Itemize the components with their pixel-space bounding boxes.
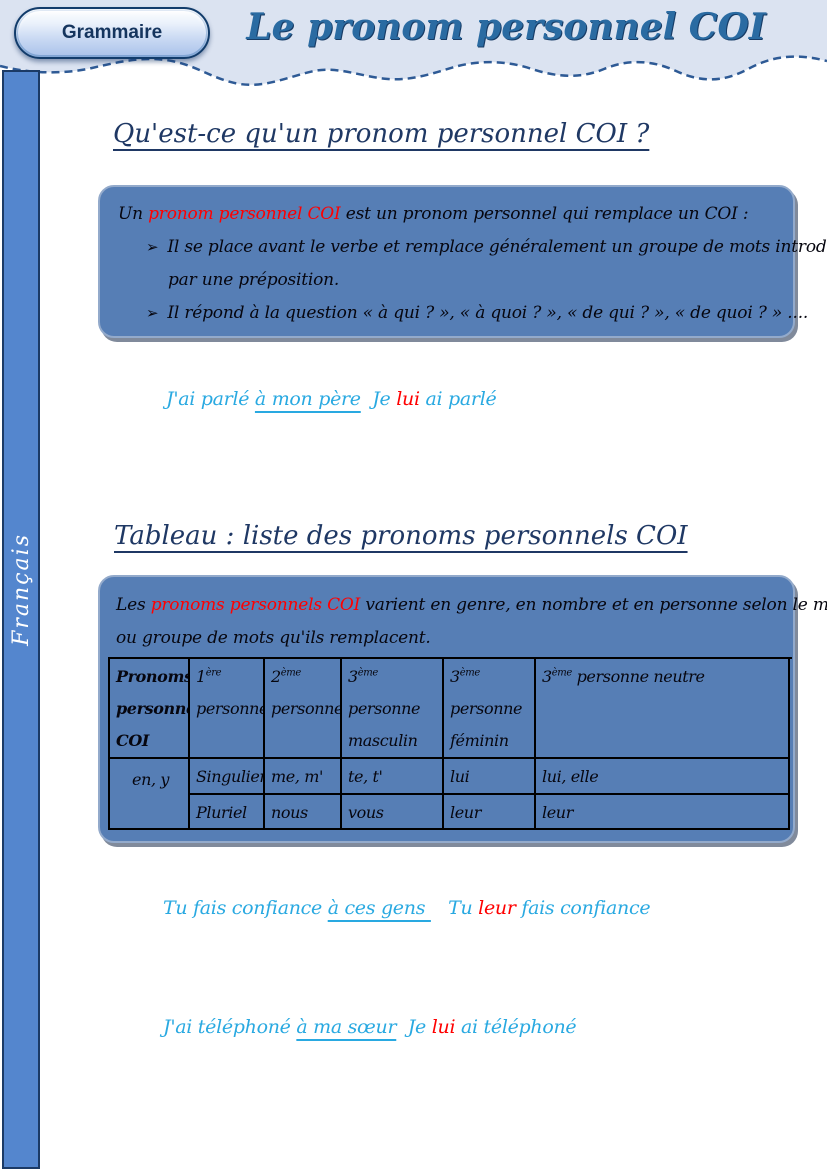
table-intro-post: varient en genre, en nombre et en person…	[360, 595, 827, 615]
definition-intro-pre: Un	[118, 204, 149, 224]
cell-singulier-3e-masculin: lui	[444, 759, 536, 795]
table-intro-highlight: pronoms personnels COI	[150, 595, 361, 615]
header-label: personne masculin	[348, 699, 421, 750]
bullet-item-2: ➢ Il répond à la question « à qui ? », « …	[118, 297, 808, 330]
header-sup: ème	[459, 667, 481, 679]
example-2-tail: fais confiance	[515, 897, 651, 919]
arrow-bullet-icon: ➢	[146, 238, 159, 256]
example-2-mid: Tu	[430, 897, 479, 919]
table-header-pronoms-coi: Pronoms personnels COI	[110, 659, 190, 759]
sidebar-subject-strip: Français	[2, 70, 40, 1169]
page-header: Grammaire Le pronom personnel COI	[0, 0, 827, 96]
example-3-lead: J'ai téléphoné	[163, 1016, 297, 1038]
row-pluriel-label: Pluriel	[190, 795, 265, 830]
cell-singulier-1re: me, m'	[265, 759, 342, 795]
example-2-coi-group: à ces gens	[327, 897, 431, 919]
header-num: 3	[348, 667, 358, 686]
cell-pluriel-2e: vous	[342, 795, 444, 830]
table-header-3e-neutre: 3ème personne neutre	[536, 659, 790, 759]
example-1-pronoun: lui	[396, 388, 420, 410]
definition-box: Un pronom personnel COI est un pronom pe…	[98, 185, 827, 338]
example-3-mid: Je	[396, 1016, 432, 1038]
definition-intro-highlight: pronom personnel COI	[148, 204, 341, 224]
example-1-coi-group: à mon père	[254, 388, 361, 410]
example-sentence-1: J'ai parlé à mon père Je lui ai parlé	[166, 388, 497, 410]
section-what-is-box: Qu'est-ce qu'un pronom personnel COI ?	[95, 95, 735, 175]
example-3-coi-group: à ma sœur	[296, 1016, 397, 1038]
cell-pluriel-1re: nous	[265, 795, 342, 830]
table-box: Les pronoms personnels COI varient en ge…	[98, 575, 827, 843]
bullet-item-1: ➢ Il se place avant le verbe et remplace …	[118, 231, 827, 264]
bullet-2-text: Il répond à la question « à qui ? », « à…	[167, 303, 809, 323]
example-1-lead: J'ai parlé	[166, 388, 255, 410]
arrow-bullet-icon: ➢	[146, 304, 159, 322]
example-sentence-2: Tu fais confiance à ces gens Tu leur fai…	[163, 897, 651, 919]
cell-pluriel-3e-masculin: leur	[444, 795, 536, 830]
table-header-3e-masculin: 3ème personne masculin	[342, 659, 444, 759]
table-header-3e-feminin: 3ème personne féminin	[444, 659, 536, 759]
section-what-is-heading: Qu'est-ce qu'un pronom personnel COI ?	[113, 119, 650, 149]
example-2-lead: Tu fais confiance	[163, 897, 328, 919]
example-1-mid: Je	[360, 388, 397, 410]
header-sup: ère	[205, 667, 222, 679]
table-header-1re-personne: 1ère personne	[190, 659, 265, 759]
header-label: personne	[196, 699, 265, 718]
header-sup: ème	[280, 667, 302, 679]
table-box-intro-line1: Les pronoms personnels COI varient en ge…	[116, 589, 827, 622]
header-sup: ème	[551, 667, 573, 679]
example-1-tail: ai parlé	[419, 388, 497, 410]
table-header-2e-personne: 2ème personne	[265, 659, 342, 759]
definition-intro-post: est un pronom personnel qui remplace un …	[340, 204, 749, 224]
header-sup: ème	[357, 667, 379, 679]
header-num: 1	[196, 667, 206, 686]
definition-intro: Un pronom personnel COI est un pronom pe…	[118, 198, 779, 231]
cell-singulier-3e-feminin: lui, elle	[536, 759, 790, 795]
header-label: personne féminin	[450, 699, 523, 750]
page-title: Le pronom personnel COI	[246, 6, 766, 48]
header-num: 2	[271, 667, 281, 686]
cell-neutre-en-y: en, y	[110, 759, 190, 830]
header-label: personne neutre	[576, 667, 705, 686]
bullet-item-1-continued: par une préposition.	[168, 270, 340, 290]
example-2-pronoun: leur	[478, 897, 516, 919]
header-num: 3	[450, 667, 460, 686]
bullet-1-text: Il se place avant le verbe et remplace g…	[167, 237, 827, 257]
example-sentence-3: J'ai téléphoné à ma sœur Je lui ai télép…	[163, 1016, 577, 1038]
pronoun-table: Pronoms personnels COI 1ère personne 2èm…	[108, 657, 792, 830]
cell-pluriel-3e-feminin: leur	[536, 795, 790, 830]
section-table-heading: Tableau : liste des pronoms personnels C…	[114, 521, 688, 551]
row-singulier-label: Singulier	[190, 759, 265, 795]
cell-singulier-2e: te, t'	[342, 759, 444, 795]
table-intro-pre: Les	[116, 595, 151, 615]
header-label: personne	[271, 699, 342, 718]
example-3-tail: ai téléphoné	[455, 1016, 577, 1038]
header-num: 3	[542, 667, 552, 686]
subject-badge-label: Grammaire	[61, 22, 163, 43]
table-box-intro-line2: ou groupe de mots qu'ils remplacent.	[116, 628, 431, 648]
example-3-pronoun: lui	[431, 1016, 456, 1038]
sidebar-label: Français	[8, 533, 34, 646]
subject-badge[interactable]: Grammaire	[14, 7, 210, 59]
